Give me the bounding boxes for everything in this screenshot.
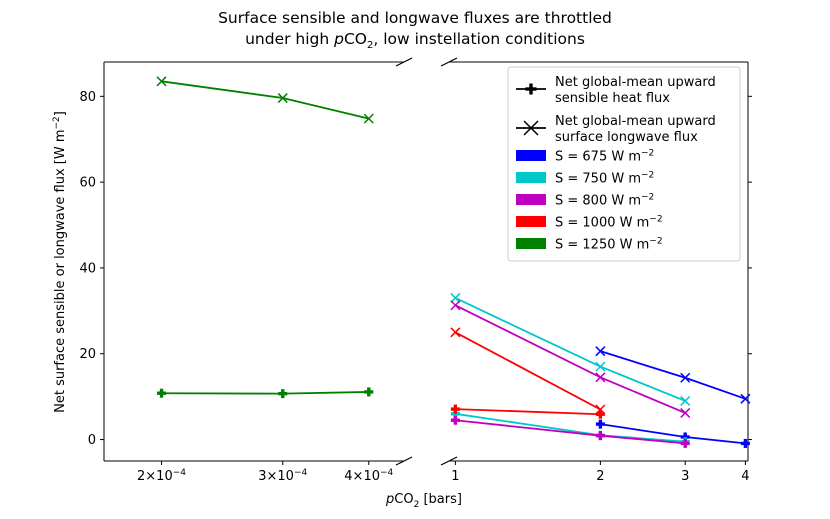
longwave-flux-point-diag <box>450 327 461 338</box>
legend-label-S800: S = 800 W m−2 <box>555 193 654 209</box>
legend-swatch-S675 <box>516 150 546 161</box>
legend-label-longwave-line-1: Net global-mean upward <box>555 114 716 129</box>
longwave-flux-point-diag <box>595 404 606 415</box>
legend-label-longwave-line-2: surface longwave flux <box>555 130 698 145</box>
longwave-flux-point-diag <box>595 372 606 383</box>
x-tick-label-left: 4×10−4 <box>344 468 393 484</box>
longwave-flux-point-diag <box>680 407 691 418</box>
legend-label-superscript: −2 <box>649 237 662 247</box>
y-tick-label: 80 <box>79 90 96 105</box>
legend-label-text: S = 1000 W m <box>555 216 649 231</box>
legend-box <box>507 66 741 262</box>
y-tick-label: 20 <box>79 347 96 362</box>
legend-swatch-S750 <box>516 172 546 183</box>
x-tick-label-right: 1 <box>451 469 459 484</box>
axis-break-diagonal <box>440 456 458 466</box>
y-label-superscript: −2 <box>52 116 62 129</box>
y-label-end: ] <box>53 111 68 116</box>
longwave-flux-point-diag <box>595 346 606 357</box>
longwave-series-line-S800 <box>454 304 686 414</box>
legend-label-S750: S = 750 W m−2 <box>555 171 654 187</box>
legend-swatch-S1000 <box>516 216 546 227</box>
x-tick-exponent: −4 <box>380 468 394 478</box>
legend-label-S675: S = 675 W m−2 <box>555 149 654 165</box>
title-subscript-2: 2 <box>367 40 373 51</box>
x-tick-label-right: 4 <box>741 469 749 484</box>
legend-label-superscript: −2 <box>649 215 662 225</box>
longwave-flux-point-diag <box>523 120 539 136</box>
legend-swatch-S800 <box>516 194 546 205</box>
sensible-series-line-S750 <box>455 412 686 443</box>
x-label-co: CO <box>394 492 413 507</box>
longwave-flux-point-diag <box>363 113 374 124</box>
chart-title-line-2: under high pCO2, low instellation condit… <box>245 30 585 51</box>
longwave-flux-point-diag <box>156 76 167 87</box>
axis-break-marks <box>395 57 458 466</box>
sensible-series-line-S1000 <box>455 408 601 416</box>
axis-break-diagonal <box>395 57 413 67</box>
legend-label-text: S = 675 W m <box>555 150 641 165</box>
x-tick-mantissa: 4×10 <box>344 469 380 484</box>
y-axis-label: Net surface sensible or longwave flux [W… <box>52 111 68 413</box>
y-tick-label: 60 <box>79 176 96 191</box>
x-tick-exponent: −4 <box>173 468 187 478</box>
legend-label-text: S = 750 W m <box>555 172 641 187</box>
x-label-subscript-2: 2 <box>414 500 420 510</box>
sensible-series-line-S1250 <box>161 391 369 395</box>
chart-title-line-1: Surface sensible and longwave fluxes are… <box>218 9 612 27</box>
x-tick-label-right: 3 <box>681 469 689 484</box>
legend-swatch-S1250 <box>516 238 546 249</box>
legend-label-S1000: S = 1000 W m−2 <box>555 215 663 231</box>
right-panel-axes: 1 2 3 4 <box>449 61 752 484</box>
x-label-italic-p: p <box>385 492 394 507</box>
y-tick-label: 0 <box>88 433 96 448</box>
longwave-flux-point-diag <box>595 361 606 372</box>
y-tick-label: 40 <box>79 261 96 276</box>
longwave-flux-point-diag <box>680 372 691 383</box>
legend-label-text: S = 1250 W m <box>555 238 649 253</box>
legend-label-superscript: −2 <box>641 171 654 181</box>
longwave-flux-point-diag <box>277 93 288 104</box>
longwave-flux-point-diag <box>680 395 691 406</box>
legend-label-superscript: −2 <box>641 193 654 203</box>
y-label-main: Net surface sensible or longwave flux [W… <box>53 129 68 412</box>
legend-label-superscript: −2 <box>641 149 654 159</box>
longwave-flux-point-diag <box>740 393 751 404</box>
longwave-series-line-S1250 <box>161 80 369 120</box>
x-tick-mantissa: 3×10 <box>258 469 294 484</box>
title-italic-p: p <box>333 30 344 48</box>
x-label-units: [bars] <box>419 492 462 507</box>
x-tick-label-right: 2 <box>596 469 604 484</box>
axis-break-diagonal <box>395 456 413 466</box>
longwave-series-line-S1000 <box>454 331 601 411</box>
x-axis-label: pCO2 [bars] <box>385 492 462 510</box>
title-text-after: , low instellation conditions <box>373 30 585 48</box>
longwave-flux-point-diag <box>450 300 461 311</box>
legend-label-sensible-line-1: Net global-mean upward <box>555 75 716 90</box>
legend-label-text: S = 800 W m <box>555 194 641 209</box>
axis-break-diagonal <box>440 57 458 67</box>
x-tick-label-left: 2×10−4 <box>137 468 186 484</box>
legend-label-S1250: S = 1250 W m−2 <box>555 237 663 253</box>
longwave-flux-point-diag <box>450 292 461 303</box>
legend-label-sensible-line-2: sensible heat flux <box>555 91 670 106</box>
title-text-before: under high <box>245 30 334 48</box>
title-co-text: CO <box>344 30 367 48</box>
longwave-series-line-S750 <box>454 297 686 402</box>
x-tick-exponent: −4 <box>294 468 308 478</box>
x-tick-label-left: 3×10−4 <box>258 468 307 484</box>
x-tick-mantissa: 2×10 <box>137 469 173 484</box>
